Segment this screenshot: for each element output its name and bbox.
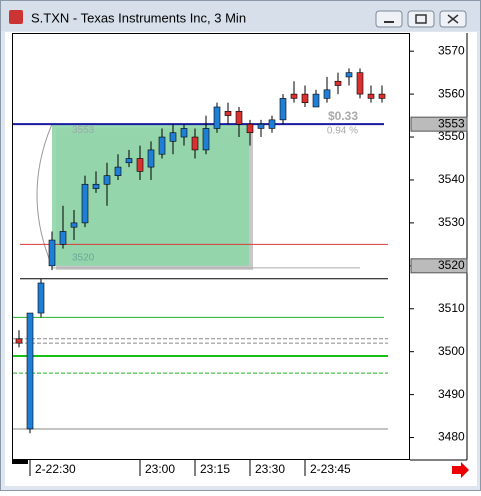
window-title: S.TXN - Texas Instruments Inc, 3 Min: [31, 10, 246, 25]
candle-body: [290, 93, 298, 99]
candle-body: [191, 136, 199, 151]
candle-body: [114, 166, 122, 176]
plot: 3553 3520 $0.33 0.94 % 3480 3490 3500 3510 3520 3…: [13, 43, 468, 476]
x-tick-label: 2-22:30: [35, 462, 76, 476]
candle-body: [37, 282, 45, 314]
annotation: $0.33: [328, 109, 358, 123]
x-tick-label: 23:30: [255, 462, 285, 476]
candle-body: [334, 80, 342, 86]
box-bracket: [36, 123, 53, 267]
candle-body: [301, 93, 309, 103]
candle-body: [235, 110, 243, 125]
y-tick-label: 3490: [438, 387, 465, 401]
annotation: 0.94 %: [327, 126, 358, 137]
candle-body: [158, 136, 166, 155]
maximize-button[interactable]: [407, 10, 435, 28]
candle-body: [367, 93, 375, 99]
y-tick-label: 3550: [438, 129, 465, 143]
candle-body: [125, 158, 133, 164]
y-tick-label: 3500: [438, 344, 465, 358]
candle-body: [356, 72, 364, 95]
candle-body: [257, 123, 265, 129]
candle-body: [26, 312, 34, 430]
candle-body: [378, 93, 386, 99]
candle-body: [48, 239, 56, 267]
candle-body: [103, 175, 111, 185]
candle-body: [312, 93, 320, 108]
y-tick-label: 3570: [438, 43, 465, 57]
candle-body: [268, 119, 276, 129]
candle-body: [323, 89, 331, 99]
box-top-label: 3553: [72, 125, 95, 136]
candle-body: [81, 183, 89, 224]
y-tick-label: 3530: [438, 215, 465, 229]
x-tick-label: 2-23:45: [310, 462, 351, 476]
candle-body: [345, 72, 353, 78]
candle-body: [213, 106, 221, 129]
scroll-arrow[interactable]: [452, 462, 469, 478]
minimize-button[interactable]: [375, 10, 403, 28]
scroll-marker: [12, 460, 28, 464]
candle-body: [59, 231, 67, 245]
price-marker-box: [410, 258, 468, 274]
candle-body: [180, 128, 188, 138]
box-bottom-label: 3520: [72, 252, 95, 263]
maximize-icon: [415, 14, 427, 24]
candle-body: [202, 128, 210, 151]
y-tick-label: 3560: [438, 86, 465, 100]
candle-body: [136, 158, 144, 172]
y-tick-label: 3540: [438, 172, 465, 186]
candle-body: [15, 338, 23, 344]
x-tick-label: 23:00: [145, 462, 175, 476]
candle-body: [224, 110, 232, 116]
price-marker-box: [410, 116, 468, 132]
price-marker-label: 3553: [438, 116, 465, 130]
price-marker-label: 3520: [438, 258, 465, 272]
candle-body: [169, 132, 177, 142]
candle-body: [246, 123, 254, 134]
candle-body: [279, 98, 287, 121]
app-icon: [9, 10, 23, 24]
candle-body: [92, 183, 100, 189]
candle-body: [70, 222, 78, 228]
y-tick-label: 3510: [438, 301, 465, 315]
window-buttons[interactable]: [375, 10, 467, 28]
x-tick-label: 23:15: [200, 462, 230, 476]
candle-body: [147, 149, 155, 168]
close-icon: [447, 14, 459, 24]
y-tick-label: 3480: [438, 430, 465, 444]
